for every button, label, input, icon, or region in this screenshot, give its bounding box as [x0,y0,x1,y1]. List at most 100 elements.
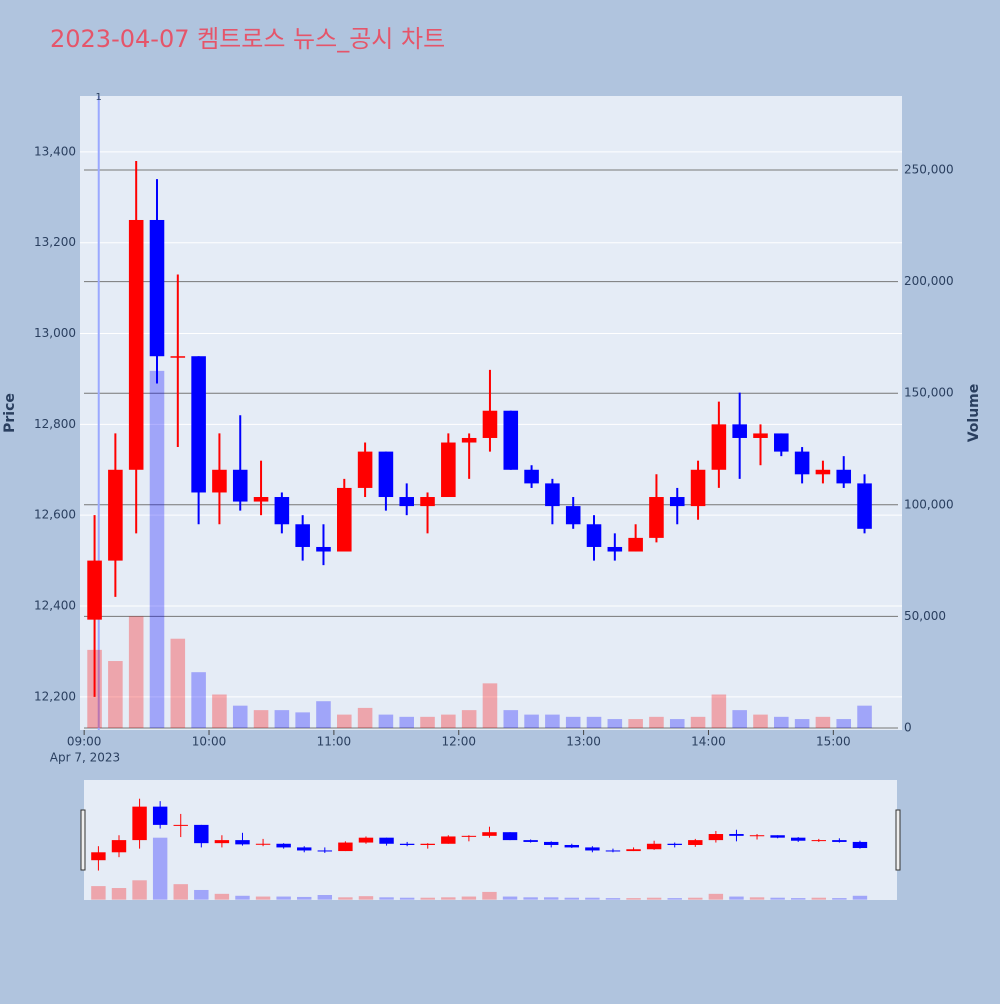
slider-volume-bar [811,897,826,900]
candle-body [378,451,394,498]
slider-volume-bar [770,897,785,900]
candle-body [857,483,872,529]
slider-volume-bar [523,897,538,900]
slider-candle-body [544,841,559,845]
candle-body [815,469,831,475]
volume-bar [274,710,290,728]
slider-candle-body [132,806,147,841]
volume-bar [794,719,810,728]
volume-bar [461,710,477,728]
slider-candle-body [708,834,724,841]
candle-body [753,433,768,438]
candle-body [461,437,477,443]
volume-bar [607,719,623,728]
x-tick-label: 14:00 [691,735,726,749]
slider-candle-body [379,837,394,844]
chart-title: 2023-04-07 켐트로스 뉴스_공시 차트 [50,25,445,53]
candle-body [232,469,248,502]
volume-bar [836,719,852,728]
slider-candle-body [688,840,703,845]
slider-volume-bar [461,896,477,900]
candle-body [836,469,852,484]
slider-volume-bar [420,897,435,900]
slider-candle-body [646,843,662,850]
slider-handle[interactable] [80,809,86,871]
slider-volume-bar [646,897,662,900]
volume-bar [378,714,394,728]
candle-body [711,424,727,470]
candle-body [274,497,290,525]
volume-bar [503,710,519,728]
slider-candle-body [338,842,353,852]
volume-bar [628,719,643,728]
slider-candle-body [790,837,806,841]
slider-volume-bar [297,896,312,900]
slider-candle-body [749,835,765,837]
volume-bar [565,716,581,728]
candle-body [565,506,581,525]
candle-body [482,410,498,438]
slider-volume-bar [235,895,250,900]
candle-body [191,356,206,493]
candle-body [649,497,664,538]
slider-candle-body [564,844,580,848]
slider-volume-bar [852,895,868,900]
candle-body [108,469,123,561]
y2-tick-label: 50,000 [904,609,946,623]
y-tick-label: 13,400 [34,144,76,158]
candle-body [170,356,186,358]
slider-volume-bar [585,897,600,900]
slider-candle-body [111,840,127,853]
volume-bar [857,705,872,728]
slider-candle-body [152,806,168,825]
slider-candle-body [194,824,209,844]
volume-bar [649,716,664,728]
candle-body [524,469,539,484]
slider-volume-bar [379,897,394,900]
candle-body [295,524,310,547]
slider-candle-body [729,834,744,836]
candle-body [628,537,643,552]
slider-volume-bar [358,896,374,900]
slider-candle-body [91,852,106,861]
y-axis-label: Price [2,393,18,433]
candle-body [149,219,165,357]
candle-body [87,560,102,620]
slider-volume-bar [749,897,765,900]
slider-candle-body [482,832,497,836]
x-tick-label: 09:00 [67,735,102,749]
candle-body [503,410,519,470]
volume-bar [128,616,144,728]
slider-candle-body [523,840,538,842]
slider-candle-body [852,841,868,849]
slider-candle-body [667,843,682,845]
volume-bar [253,710,269,728]
slider-candle-body [626,849,641,852]
slider-volume-bar [132,880,147,900]
slider-volume-bar [152,837,168,900]
slider-candle-body [605,850,621,852]
slider-volume-bar [544,897,559,900]
slider-volume-bar [399,897,415,900]
y2-tick-label: 250,000 [904,162,954,176]
volume-bar [669,719,685,728]
slider-candle-body [832,840,847,842]
y-tick-label: 12,400 [34,599,76,613]
slider-volume-bar [111,888,127,900]
slider-handle[interactable] [895,809,901,871]
slider-volume-bar [441,897,456,900]
volume-bar [295,712,310,728]
slider-volume-bar [214,893,230,900]
y-tick-label: 12,600 [34,508,76,522]
y2-tick-label: 100,000 [904,497,954,511]
candle-body [586,524,602,547]
candle-body [212,469,227,493]
slider-volume-bar [255,896,271,900]
range-slider[interactable] [84,780,897,900]
slider-candle-body [276,843,291,848]
slider-candle-body [297,847,312,851]
slider-volume-bar [338,897,353,900]
volume-bar [170,638,186,728]
candle-body [774,433,789,452]
